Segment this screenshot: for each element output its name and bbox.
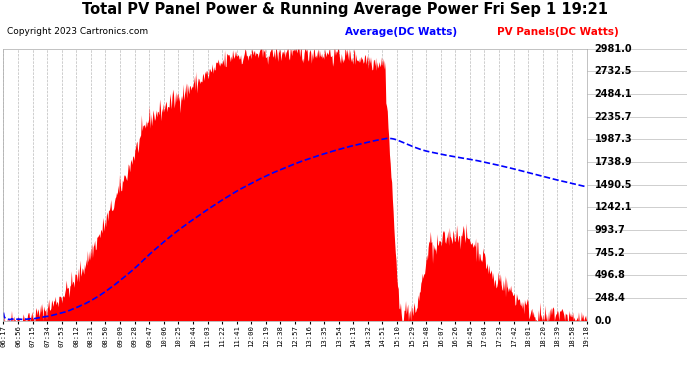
Text: 496.8: 496.8 bbox=[595, 270, 625, 280]
Text: 1242.1: 1242.1 bbox=[595, 202, 632, 212]
Text: Copyright 2023 Cartronics.com: Copyright 2023 Cartronics.com bbox=[7, 27, 148, 36]
Text: 1987.3: 1987.3 bbox=[595, 134, 632, 144]
Text: 1738.9: 1738.9 bbox=[595, 157, 632, 167]
Text: Average(DC Watts): Average(DC Watts) bbox=[345, 27, 457, 37]
Text: Total PV Panel Power & Running Average Power Fri Sep 1 19:21: Total PV Panel Power & Running Average P… bbox=[82, 3, 608, 17]
Text: 2732.5: 2732.5 bbox=[595, 66, 632, 76]
Text: 2235.7: 2235.7 bbox=[595, 112, 632, 122]
Text: 0.0: 0.0 bbox=[595, 316, 612, 326]
Text: 745.2: 745.2 bbox=[595, 248, 625, 258]
Text: 2484.1: 2484.1 bbox=[595, 89, 632, 99]
Text: 1490.5: 1490.5 bbox=[595, 180, 632, 190]
Text: PV Panels(DC Watts): PV Panels(DC Watts) bbox=[497, 27, 618, 37]
Text: 248.4: 248.4 bbox=[595, 293, 625, 303]
Text: 993.7: 993.7 bbox=[595, 225, 625, 235]
Text: 2981.0: 2981.0 bbox=[595, 44, 632, 54]
